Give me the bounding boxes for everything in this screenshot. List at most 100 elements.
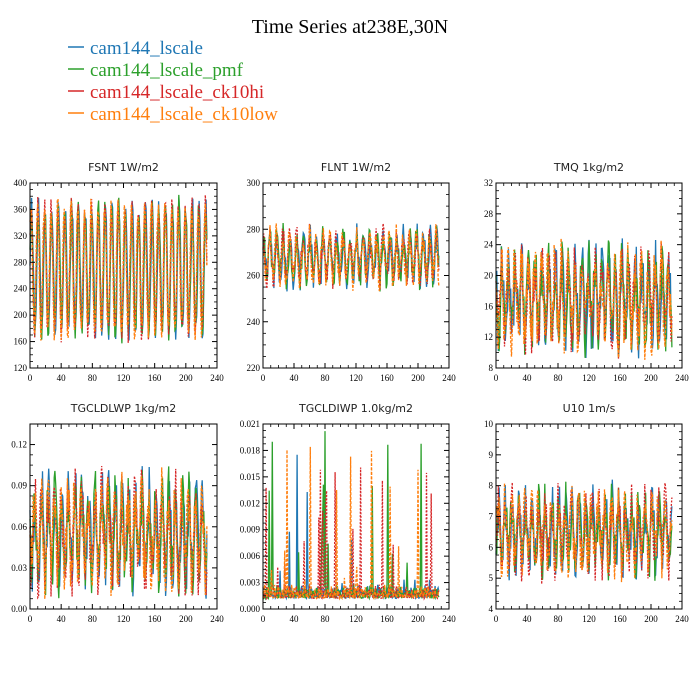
series-line: [495, 238, 673, 360]
y-tick-label: 0.003: [240, 578, 261, 588]
y-tick-label: 9: [489, 450, 494, 460]
x-tick-label: 160: [613, 614, 627, 624]
chart-panel: TGCLDIWP 1.0kg/m2 0 40 80 120 160 200 240 0.000 0…: [240, 402, 457, 624]
y-tick-label: 0.018: [240, 445, 261, 455]
x-tick-label: 40: [523, 373, 533, 383]
x-tick-label: 80: [321, 373, 331, 383]
series-line: [262, 223, 440, 292]
x-tick-label: 240: [442, 614, 456, 624]
y-tick-label: 0.09: [11, 481, 27, 491]
x-tick-label: 160: [380, 614, 394, 624]
series-line: [29, 467, 208, 600]
x-tick-label: 160: [380, 373, 394, 383]
y-tick-label: 0.012: [240, 498, 260, 508]
y-tick-label: 8: [489, 363, 494, 373]
legend-item: cam144_lscale_ck10hi: [68, 82, 264, 103]
x-tick-label: 200: [411, 373, 425, 383]
chart-panel: FSNT 1W/m2 0 40 80 120 160 200 240 120 160 200 240 2…: [14, 161, 225, 383]
x-tick-label: 0: [28, 373, 33, 383]
panel-title: TGCLDIWP 1.0kg/m2: [298, 402, 413, 415]
x-tick-label: 240: [210, 373, 224, 383]
series-line: [495, 481, 673, 581]
y-tick-label: 0.009: [240, 525, 261, 535]
y-tick-label: 10: [484, 419, 494, 429]
x-tick-label: 0: [494, 614, 499, 624]
legend-item: cam144_lscale_ck10low: [68, 104, 278, 125]
legend-label: cam144_lscale: [90, 38, 203, 59]
x-tick-label: 80: [88, 614, 98, 624]
y-tick-label: 280: [14, 257, 28, 267]
y-tick-label: 0.015: [240, 472, 261, 482]
x-tick-label: 200: [644, 373, 658, 383]
x-tick-label: 160: [613, 373, 627, 383]
x-tick-label: 240: [675, 614, 689, 624]
x-tick-label: 0: [261, 373, 266, 383]
y-tick-label: 7: [489, 512, 494, 522]
series-line: [262, 446, 440, 601]
x-tick-label: 120: [582, 614, 596, 624]
chart-panel: TGCLDLWP 1kg/m2 0 40 80 120 160 200 240 0.00 0.03…: [11, 402, 224, 624]
x-tick-label: 200: [411, 614, 425, 624]
x-tick-label: 40: [290, 614, 300, 624]
y-tick-label: 400: [14, 178, 28, 188]
legend-label: cam144_lscale_ck10low: [90, 104, 278, 125]
y-tick-label: 16: [484, 301, 494, 311]
x-tick-label: 160: [148, 373, 162, 383]
series-line: [262, 467, 440, 601]
y-tick-label: 300: [247, 178, 261, 188]
x-tick-label: 240: [210, 614, 224, 624]
x-tick-label: 80: [554, 373, 564, 383]
x-tick-label: 240: [675, 373, 689, 383]
y-tick-label: 4: [489, 604, 494, 614]
x-tick-label: 120: [117, 614, 131, 624]
legend: cam144_lscale cam144_lscale_pmf cam144_l…: [68, 38, 278, 125]
y-tick-label: 0.06: [11, 522, 27, 532]
y-tick-label: 280: [247, 224, 261, 234]
x-tick-label: 80: [321, 614, 331, 624]
x-tick-label: 120: [117, 373, 131, 383]
y-tick-label: 8: [489, 481, 494, 491]
x-tick-label: 80: [88, 373, 98, 383]
x-tick-label: 240: [442, 373, 456, 383]
x-tick-label: 200: [179, 373, 193, 383]
legend-label: cam144_lscale_pmf: [90, 60, 244, 81]
y-tick-label: 260: [247, 271, 261, 281]
x-tick-label: 40: [57, 614, 67, 624]
legend-item: cam144_lscale: [68, 38, 203, 59]
panel-title: TGCLDLWP 1kg/m2: [70, 402, 176, 415]
panel-title: TMQ 1kg/m2: [553, 161, 624, 174]
y-tick-label: 160: [14, 337, 28, 347]
panels: FSNT 1W/m20 40 80 120 160 200 2401201602002402…: [11, 161, 689, 624]
y-tick-label: 0.006: [240, 551, 261, 561]
y-tick-label: 5: [489, 573, 494, 583]
x-tick-label: 80: [554, 614, 564, 624]
y-tick-label: 0.00: [11, 604, 27, 614]
y-tick-label: 240: [247, 317, 261, 327]
y-tick-label: 220: [247, 363, 261, 373]
y-tick-label: 0.000: [240, 604, 261, 614]
y-tick-label: 360: [14, 204, 28, 214]
x-tick-label: 0: [28, 614, 33, 624]
panel-title: FLNT 1W/m2: [321, 161, 391, 174]
chart-panel: TMQ 1kg/m2 0 40 80 120 160 200 240 8 12 16 20 24 28 32: [484, 161, 689, 383]
panel-title: FSNT 1W/m2: [88, 161, 159, 174]
y-tick-label: 20: [484, 271, 494, 281]
x-tick-label: 40: [290, 373, 300, 383]
panel-title: U10 1m/s: [563, 402, 616, 415]
x-tick-label: 160: [148, 614, 162, 624]
x-tick-label: 200: [644, 614, 658, 624]
x-tick-label: 120: [349, 614, 363, 624]
y-tick-label: 24: [484, 240, 494, 250]
y-tick-label: 200: [14, 310, 28, 320]
x-tick-label: 120: [349, 373, 363, 383]
chart-panel: FLNT 1W/m2 0 40 80 120 160 200 240 220 240 260 280 3…: [247, 161, 457, 383]
y-tick-label: 0.12: [11, 440, 27, 450]
series-line: [495, 482, 673, 583]
x-tick-label: 120: [582, 373, 596, 383]
series-line: [29, 196, 208, 341]
y-tick-label: 6: [489, 542, 494, 552]
y-tick-label: 32: [484, 178, 493, 188]
x-tick-label: 40: [57, 373, 67, 383]
x-tick-label: 200: [179, 614, 193, 624]
